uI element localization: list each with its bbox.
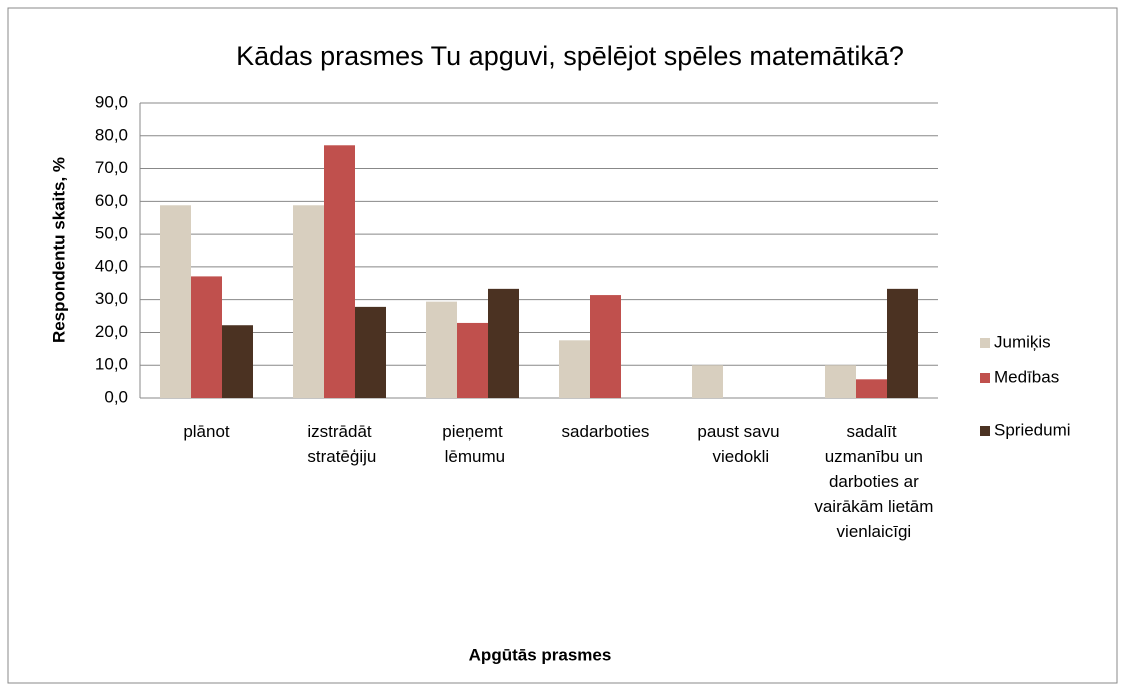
bar <box>293 205 324 398</box>
bar <box>457 322 488 398</box>
y-tick-label: 10,0 <box>95 355 128 374</box>
legend-swatch <box>980 373 990 383</box>
y-tick-label: 90,0 <box>95 92 128 111</box>
legend-label: Medības <box>994 367 1059 386</box>
bar <box>692 365 723 398</box>
bar <box>426 301 457 398</box>
y-tick-label: 80,0 <box>95 125 128 144</box>
y-tick-label: 60,0 <box>95 191 128 210</box>
x-tick-label: plānot <box>183 422 230 441</box>
legend-label: Jumiķis <box>994 332 1051 351</box>
x-tick-label: sadarboties <box>562 422 650 441</box>
x-tick-label: izstrādāt stratēģiju <box>303 422 377 466</box>
y-tick-label: 40,0 <box>95 256 128 275</box>
bar <box>856 379 887 398</box>
x-tick-label: paust savu viedokli <box>697 422 779 466</box>
legend-swatch <box>980 426 990 436</box>
bar <box>590 295 621 398</box>
bar <box>222 325 253 398</box>
y-axis-label: Respondentu skaits, % <box>49 157 68 343</box>
legend-swatch <box>980 338 990 348</box>
bar <box>488 288 519 398</box>
bar <box>160 205 191 398</box>
bar <box>559 340 590 398</box>
y-tick-label: 0,0 <box>104 387 128 406</box>
y-tick-label: 50,0 <box>95 224 128 243</box>
bar <box>887 288 918 398</box>
bar <box>324 145 355 398</box>
y-tick-label: 20,0 <box>95 322 128 341</box>
y-tick-label: 30,0 <box>95 289 128 308</box>
x-tick-label: sadalīt uzmanību un darboties ar vairākā… <box>810 422 934 541</box>
legend-label: Spriedumi <box>994 420 1071 439</box>
x-axis-label: Apgūtās prasmes <box>469 645 612 664</box>
chart-title: Kādas prasmes Tu apguvi, spēlējot spēles… <box>236 41 904 71</box>
y-tick-label: 70,0 <box>95 158 128 177</box>
x-tick-label: pieņemt lēmumu <box>440 422 505 466</box>
bar <box>825 365 856 398</box>
bar <box>355 306 386 398</box>
bar <box>191 276 222 398</box>
